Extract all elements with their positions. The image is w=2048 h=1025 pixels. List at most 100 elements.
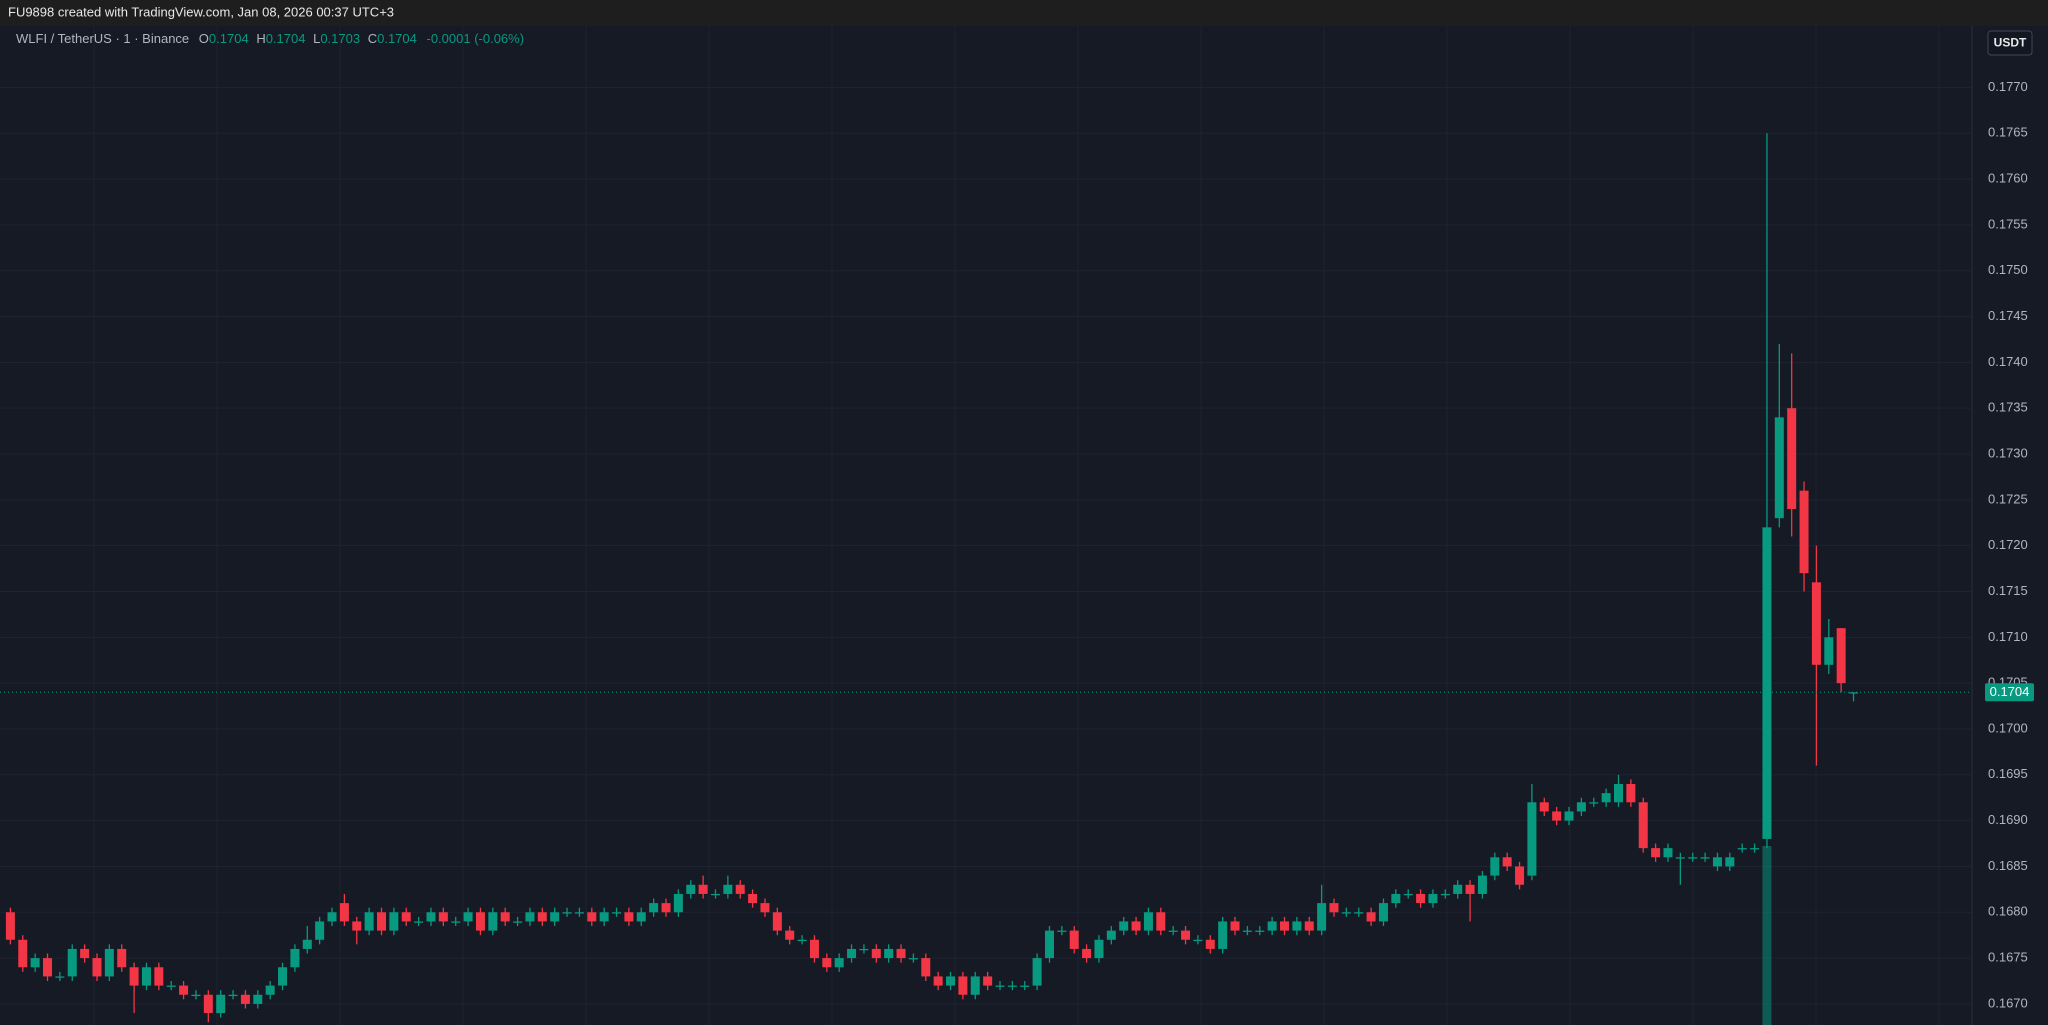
candle-body [859, 948, 869, 951]
candle-body [315, 921, 325, 940]
candle-body [1675, 857, 1685, 859]
candle-body [834, 958, 844, 968]
candle-body [1502, 857, 1512, 867]
candle-body [513, 921, 523, 923]
candle-body [1366, 912, 1376, 922]
candle-body [1688, 857, 1698, 859]
candle-body [908, 958, 918, 960]
candle-body [1082, 948, 1092, 959]
y-tick-label: 0.1770 [1988, 79, 2028, 94]
last-price-tag [1985, 683, 2034, 702]
candle-body [438, 912, 448, 922]
candle-body [352, 921, 362, 931]
candle-body [104, 948, 114, 977]
legend-value: 0.1703 [320, 31, 360, 46]
y-tick-label: 0.1680 [1988, 904, 2028, 919]
candle-body [983, 976, 993, 986]
candle-body [1614, 783, 1623, 803]
axis-labels: 0.1670 0.1675 0.1680 0.1685 0.1690 0.1695 0.17… [1985, 79, 2034, 1010]
candle-body [451, 921, 461, 923]
y-tick-label: 0.1720 [1988, 537, 2028, 552]
candle-body [1317, 903, 1327, 931]
candle-body [475, 912, 485, 931]
candle-body [1811, 582, 1821, 665]
legend-value: 0.1704 [377, 31, 417, 46]
candle-body [933, 976, 943, 986]
candle-body [612, 912, 622, 914]
candle-body [1218, 921, 1228, 949]
candle-body [735, 884, 745, 894]
candle-body [525, 912, 535, 922]
candle-body [1341, 912, 1351, 914]
candle-body [1168, 930, 1178, 932]
candle-body [43, 958, 53, 977]
legend-label: O [199, 31, 209, 46]
candle-body [772, 912, 782, 931]
candle-body [240, 994, 250, 1004]
candle-body [1403, 893, 1413, 896]
candle-body [488, 912, 498, 931]
y-tick-label: 0.1685 [1988, 858, 2028, 873]
candle-body [1094, 939, 1104, 959]
candle-body [1490, 857, 1500, 876]
candle-body [797, 939, 807, 942]
candle-body [760, 903, 770, 913]
candle-body [1032, 958, 1042, 986]
candle-body [1700, 857, 1710, 859]
candle-body [649, 903, 659, 913]
candle-body [302, 939, 312, 949]
candle-body [1725, 857, 1735, 867]
candle-body [1304, 921, 1314, 931]
candle-body [1044, 930, 1054, 959]
candle-body [574, 912, 584, 914]
candle-body [1205, 939, 1215, 949]
candle-body [463, 912, 473, 922]
candle-body [1576, 802, 1586, 812]
candle-body [636, 912, 646, 922]
currency-label[interactable]: USDT [1994, 36, 2027, 50]
candle-body [871, 948, 881, 959]
candle-body [5, 912, 15, 940]
candle-body [500, 912, 510, 922]
candle-body [809, 939, 819, 959]
y-tick-label: 0.1715 [1988, 583, 2028, 598]
candle-body [1762, 527, 1772, 839]
candle-body [1280, 921, 1290, 931]
candle-body [154, 967, 164, 986]
candle-body [1230, 921, 1240, 931]
candle-body [1774, 417, 1784, 519]
y-tick-label: 0.1735 [1988, 400, 2028, 415]
candle-body [723, 884, 733, 894]
candle-body [364, 912, 374, 931]
y-tick-label: 0.1700 [1988, 720, 2028, 735]
candle-body [1181, 930, 1191, 940]
candle-body [1354, 912, 1364, 914]
y-tick-label: 0.1675 [1988, 950, 2028, 965]
legend-label: L [313, 31, 320, 46]
y-tick-label: 0.1765 [1988, 125, 2028, 140]
candle-body [958, 976, 968, 995]
candle-body [166, 985, 176, 987]
candle-body [946, 976, 956, 986]
candle-body [698, 884, 708, 894]
candle-body [1255, 930, 1265, 932]
candle-body [562, 912, 572, 914]
candle-body [339, 903, 349, 922]
candle-body [921, 958, 931, 977]
candle-body [191, 994, 201, 997]
candle-body [599, 912, 609, 922]
candle-body [1193, 939, 1203, 942]
candle-body [389, 912, 399, 931]
candle-body [1440, 893, 1450, 896]
candle-body [80, 948, 90, 959]
candle-body [896, 948, 906, 959]
candle-body [587, 912, 597, 922]
candle-body [1428, 893, 1438, 904]
candle-body [1651, 848, 1661, 858]
candle-body [661, 903, 671, 913]
candle-body [1453, 884, 1463, 894]
currency-button[interactable] [1987, 30, 2033, 56]
price-axis [1972, 26, 2048, 1025]
